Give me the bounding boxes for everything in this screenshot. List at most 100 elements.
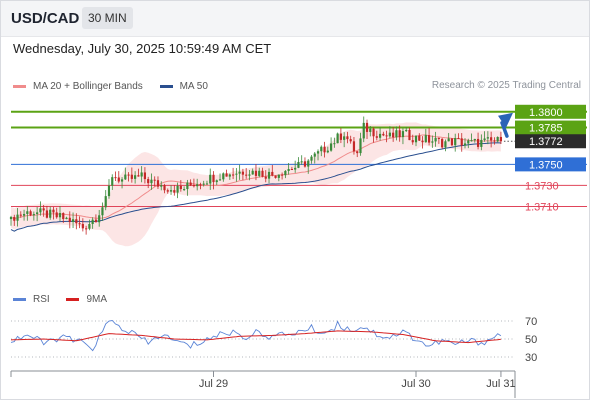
candle-body [91,219,94,225]
candle-body [85,228,88,230]
candle-body [238,171,241,174]
candle-body [88,224,91,229]
candle-body [78,223,81,225]
legend-swatch-ma50 [159,85,173,88]
candle-body [114,177,117,179]
candle-body [94,219,98,223]
candle-body [186,182,189,190]
candle-body [192,185,196,187]
candle-body [284,170,287,176]
candle-body [156,180,160,187]
candle-body [111,177,114,186]
candle-body [117,177,120,182]
candle-body [16,214,19,221]
candle-body [271,171,274,176]
candle-body [277,174,280,178]
candle-body [414,135,418,143]
candle-body [480,139,483,147]
candle-body [476,138,480,147]
candle-body [320,146,323,152]
level-label-1.3800: 1.3800 [529,107,563,119]
candle-body [235,173,238,175]
candle-body [349,139,352,142]
x-tick-label-jul-30: Jul 30 [401,378,430,390]
candle-body [499,136,503,142]
chart-datetime: Wednesday, July 30, 2025 10:59:49 AM CET [13,41,272,56]
legend-label-rsi: RSI [33,294,50,305]
candle-body [356,151,359,154]
candle-body [130,174,133,179]
legend-item-ma20: MA 20 + Bollinger Bands [13,81,143,92]
candle-body [212,174,215,183]
candle-body [107,185,111,197]
candle-body [333,143,336,145]
candle-body [153,179,156,181]
candle-body [454,137,457,146]
last-price-label: 1.3772 [529,136,563,148]
candle-body [251,170,254,175]
candle-body [274,175,277,178]
candle-body [280,174,284,176]
candle-body [173,190,176,193]
candle-body [147,179,150,184]
candle-body [71,219,75,223]
candle-body [372,128,375,137]
candle-body [388,132,391,137]
price-legend: MA 20 + Bollinger Bands MA 50 [13,80,222,92]
candle-body [375,136,378,138]
candle-body [401,131,405,138]
candle-body [124,174,127,180]
symbol-label: USD/CAD [11,10,80,27]
candle-body [75,219,78,224]
candle-body [405,129,408,132]
legend-swatch-rsi [13,298,26,301]
candle-body [36,212,39,215]
candle-body [267,171,271,179]
level-tag-1.3785 [515,120,586,135]
candle-body [45,210,49,218]
candle-body [42,208,45,211]
candle-body [359,138,362,154]
candle-body [493,140,496,142]
legend-swatch-rsi-ma [66,298,80,301]
candle-body [261,170,264,177]
candle-body [307,160,310,167]
candle-body [467,140,470,144]
candle-body [421,140,424,143]
candle-body [32,214,35,216]
candle-body [98,215,101,223]
level-tag-1.3800 [515,104,586,119]
level-tag-1.3750 [515,157,586,172]
candle-body [49,209,52,218]
candle-body [290,169,293,171]
candle-body [39,208,42,213]
candle-body [205,183,209,185]
candle-body [473,138,476,141]
x-tick-label-jul-29: Jul 29 [199,378,228,390]
candle-body [483,138,486,140]
candle-body [369,128,372,132]
candle-body [418,135,421,141]
bollinger-band [11,122,501,247]
rsi-ma-line [10,330,501,344]
candle-body [52,209,55,213]
candle-body [241,171,245,175]
legend-label-rsi-ma: 9MA [86,294,108,305]
candle-body [313,153,316,157]
candle-body [339,133,342,140]
candle-body [222,173,225,180]
candle-body [463,143,467,146]
candle-body [232,174,235,176]
timeframe-button[interactable]: 30 MIN [82,7,133,29]
candle-body [179,185,182,190]
candle-body [55,212,58,218]
candle-body [297,161,300,168]
candle-body [398,130,401,138]
level-label-1.3730: 1.3730 [525,180,559,192]
candle-body [316,151,320,154]
legend-item-rsi-ma: 9MA [66,294,107,305]
candle-body [22,213,26,216]
candle-body [169,190,173,192]
candle-body [209,174,212,184]
candle-body [431,141,434,143]
